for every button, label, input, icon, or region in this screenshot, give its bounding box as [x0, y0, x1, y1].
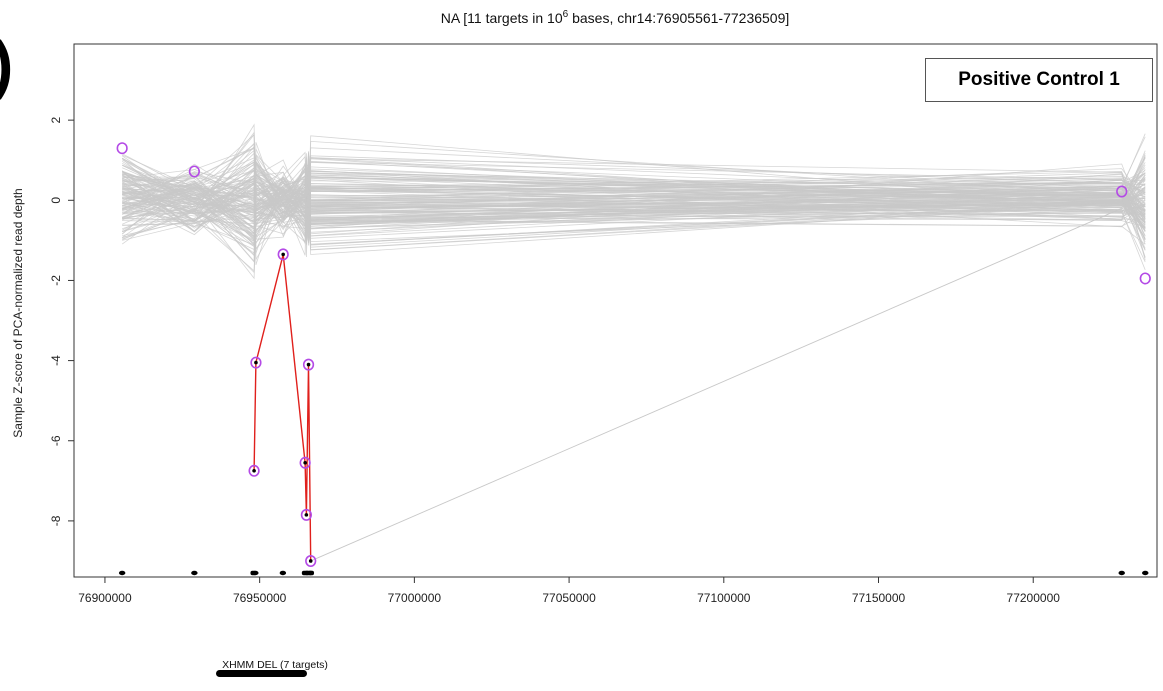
background-sample-line — [122, 166, 1146, 245]
background-sample-line — [122, 174, 1146, 226]
sample-point-circle — [188, 165, 200, 178]
y-axis-label: Sample Z-score of PCA-normalized read de… — [11, 188, 25, 437]
cnv-call-bar — [216, 670, 307, 677]
y-tick-label: -2 — [49, 275, 63, 286]
highlight-sample-point — [308, 559, 313, 563]
sample-point-circle — [300, 508, 312, 521]
background-sample-line — [122, 150, 1146, 241]
x-tick-label: 77200000 — [1007, 591, 1061, 605]
highlight-sample-point — [306, 362, 311, 367]
sample-point-circle — [250, 356, 262, 369]
highlight-sample — [252, 252, 313, 563]
target-markers — [118, 570, 1149, 576]
background-sample-line — [122, 172, 1146, 256]
background-sample-lines — [121, 123, 1146, 562]
positive-control-label: Positive Control 1 — [925, 58, 1153, 102]
y-tick-label: -4 — [49, 355, 63, 366]
target-marker — [1118, 570, 1125, 576]
x-tick-label: 76900000 — [78, 591, 132, 605]
cnv-call: XHMM DEL (7 targets) — [216, 659, 328, 677]
cnv-call-label: XHMM DEL (7 targets) — [222, 659, 328, 671]
highlight-sample-point — [254, 360, 258, 365]
chart-title: NA [11 targets in 106 bases, chr14:76905… — [441, 9, 790, 26]
background-sample-line — [122, 161, 1146, 216]
x-tick-label: 77150000 — [852, 591, 906, 605]
sample-point-circle — [248, 464, 260, 477]
background-sample-line — [122, 174, 1146, 233]
y-tick-label: -8 — [49, 515, 63, 526]
background-sample-line — [122, 153, 1146, 244]
background-sample-line — [310, 207, 1122, 562]
highlight-sample-point — [304, 513, 309, 517]
y-tick-label: 0 — [49, 197, 63, 204]
highlight-sample-point — [281, 252, 285, 257]
plot-frame — [73, 43, 1158, 578]
sample-point-circle — [116, 142, 128, 155]
x-tick-label: 77100000 — [697, 591, 751, 605]
background-sample-line — [122, 148, 1146, 229]
highlight-sample-point — [303, 460, 307, 465]
target-marker — [191, 570, 198, 576]
target-marker — [279, 570, 287, 576]
background-sample-line — [122, 180, 1146, 271]
circled-points — [116, 142, 1151, 567]
y-axis: 2 0 -2 -4 -6 -8 — [49, 116, 74, 526]
x-tick-label: 76950000 — [233, 591, 287, 605]
sample-point-circle — [1139, 272, 1151, 285]
y-tick-label: 2 — [49, 116, 63, 123]
plot-border — [73, 43, 1158, 578]
sample-point-circle — [1116, 185, 1128, 198]
sample-point-circle — [299, 456, 311, 469]
background-sample-line — [122, 164, 1146, 256]
target-marker — [1142, 570, 1149, 576]
target-marker — [250, 570, 257, 576]
x-axis: 76900000 76950000 77000000 77050000 77100000… — [78, 577, 1060, 605]
y-tick-label: -6 — [49, 435, 63, 446]
chart-title-prefix: NA [11 targets in 10 — [441, 10, 563, 26]
positive-control-text: Positive Control 1 — [958, 69, 1120, 90]
sample-point-circle — [277, 248, 289, 261]
x-tick-label: 77000000 — [388, 591, 442, 605]
target-marker — [301, 570, 315, 576]
sample-point-circle — [305, 554, 317, 567]
x-tick-label: 77050000 — [542, 591, 596, 605]
chart-title-exponent: 6 — [563, 9, 569, 20]
chart-title-suffix: bases, chr14:76905561-77236509] — [568, 10, 789, 26]
target-marker — [118, 570, 126, 576]
sample-point-circle — [302, 358, 315, 371]
highlight-sample-point — [252, 469, 256, 473]
panel-mark: ) — [0, 32, 13, 96]
